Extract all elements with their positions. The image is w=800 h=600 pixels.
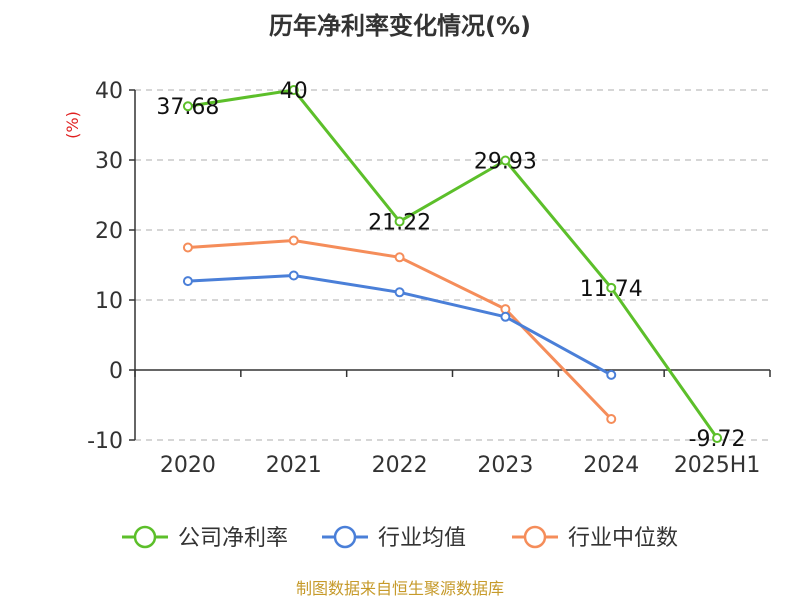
data-point bbox=[182, 242, 193, 253]
data-point bbox=[606, 414, 617, 424]
grid bbox=[135, 89, 770, 441]
x-tick-label: 2025H1 bbox=[674, 453, 761, 478]
axes: -10 0 10 20 30 40 2020 2021 2022 2023 2024 2025H1 bbox=[87, 79, 771, 478]
source-note: 制图数据来自恒生聚源数据库 bbox=[296, 579, 504, 598]
series bbox=[182, 85, 723, 444]
y-tick-label: 30 bbox=[95, 149, 123, 174]
data-point bbox=[606, 369, 617, 380]
x-tick-label: 2022 bbox=[372, 453, 428, 478]
x-tick-label: 2021 bbox=[266, 453, 322, 478]
data-point bbox=[288, 235, 299, 246]
data-point bbox=[712, 433, 723, 444]
legend-marker bbox=[333, 525, 357, 549]
data-point bbox=[394, 216, 405, 227]
data-point bbox=[288, 85, 299, 95]
chart-title: 历年净利率变化情况(%) bbox=[269, 12, 531, 40]
data-point bbox=[394, 252, 405, 263]
y-axis-label: (%) bbox=[63, 111, 82, 139]
legend-label: 公司净利率 bbox=[178, 526, 288, 551]
data-point bbox=[182, 276, 193, 287]
series-line bbox=[187, 88, 719, 439]
x-tick-label: 2024 bbox=[583, 453, 639, 478]
legend-marker bbox=[523, 525, 547, 549]
data-point bbox=[182, 101, 193, 112]
legend-label: 行业中位数 bbox=[568, 526, 678, 551]
data-label: -9.72 bbox=[689, 427, 746, 452]
legend-marker bbox=[133, 525, 157, 549]
data-point bbox=[500, 311, 511, 322]
data-label: 29.93 bbox=[474, 149, 537, 174]
y-tick-label: 0 bbox=[109, 359, 123, 384]
legend-item[interactable]: 公司净利率 bbox=[122, 525, 288, 551]
y-tick-label: 20 bbox=[95, 219, 123, 244]
data-label: 40 bbox=[280, 79, 308, 104]
data-label: 37.68 bbox=[156, 95, 219, 120]
data-labels: 37.68 40 21.22 29.93 11.74 -9.72 bbox=[156, 79, 745, 452]
data-label: 11.74 bbox=[580, 277, 643, 302]
series-line bbox=[187, 239, 613, 421]
legend-label: 行业均值 bbox=[378, 526, 466, 551]
data-point bbox=[500, 155, 511, 166]
legend[interactable]: 公司净利率 行业均值 行业中位数 bbox=[122, 525, 678, 551]
legend-item[interactable]: 行业均值 bbox=[322, 525, 466, 551]
data-label: 21.22 bbox=[368, 210, 431, 235]
x-tick-label: 2020 bbox=[160, 453, 216, 478]
data-point bbox=[606, 282, 617, 293]
data-point bbox=[394, 287, 405, 298]
x-tick-label: 2023 bbox=[477, 453, 533, 478]
y-tick-label: 40 bbox=[95, 79, 123, 104]
y-tick-label: 10 bbox=[95, 289, 123, 314]
y-tick-label: -10 bbox=[87, 429, 123, 454]
data-point bbox=[288, 270, 299, 281]
legend-item[interactable]: 行业中位数 bbox=[512, 525, 678, 551]
